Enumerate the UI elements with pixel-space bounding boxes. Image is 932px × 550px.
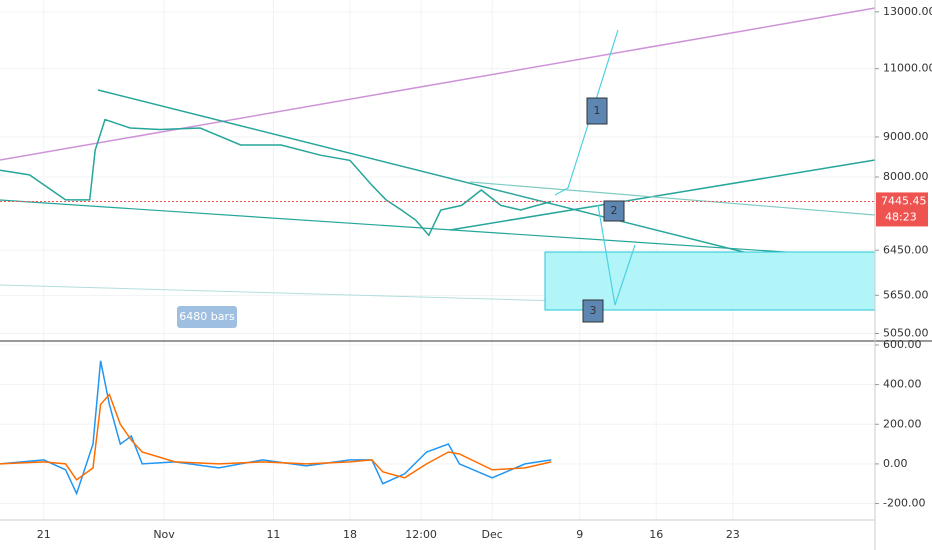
x-tick-label: 21 xyxy=(37,528,51,541)
annotation-box xyxy=(586,97,608,125)
annotation: 3 xyxy=(590,304,597,317)
y-tick-label: 5050.00 xyxy=(883,327,929,340)
y-tick-label: 9000.00 xyxy=(883,130,929,143)
series-line xyxy=(0,360,552,496)
y-tick-label: 600.00 xyxy=(883,338,922,351)
x-tick-label: 23 xyxy=(726,528,740,541)
y-tick-label: 0.00 xyxy=(883,457,908,470)
trend-line xyxy=(0,199,876,259)
x-tick-label: 9 xyxy=(576,528,583,541)
marks xyxy=(0,118,875,496)
annotation: 1 xyxy=(594,104,601,117)
y-tick-label: 400.00 xyxy=(883,378,922,391)
y-tick-label: 11000.00 xyxy=(883,62,932,75)
series-line xyxy=(0,393,552,481)
y-tick-label: 5650.00 xyxy=(883,288,929,301)
y-tick-label: -200.00 xyxy=(883,497,925,510)
y-tick-label: 6450.00 xyxy=(883,243,929,256)
projection xyxy=(554,29,619,196)
series-line xyxy=(0,118,552,237)
y-tick-label: 200.00 xyxy=(883,417,922,430)
x-tick-label: 11 xyxy=(266,528,280,541)
x-tick-label: Nov xyxy=(153,528,175,541)
x-tick-label: 16 xyxy=(649,528,663,541)
price-badge xyxy=(876,192,928,227)
y-tick-label: 8000.00 xyxy=(883,170,929,183)
projection xyxy=(597,204,636,306)
annotation: 2 xyxy=(611,204,618,217)
x-tick-label: 12:00 xyxy=(405,528,437,541)
trend-line xyxy=(449,159,876,231)
last-price-label: 7445.45 xyxy=(881,194,927,207)
bars-badge xyxy=(177,306,237,328)
annotation-box xyxy=(582,299,604,323)
y-tick-label: 13000.00 xyxy=(883,5,932,18)
x-tick-label: Dec xyxy=(482,528,503,541)
trend-line xyxy=(0,7,876,161)
x-tick-label: 18 xyxy=(343,528,357,541)
annotation-box xyxy=(603,200,625,222)
bars-label: 6480 bars xyxy=(179,310,235,323)
countdown: 48:23 xyxy=(885,210,917,223)
trend-line xyxy=(469,181,876,216)
